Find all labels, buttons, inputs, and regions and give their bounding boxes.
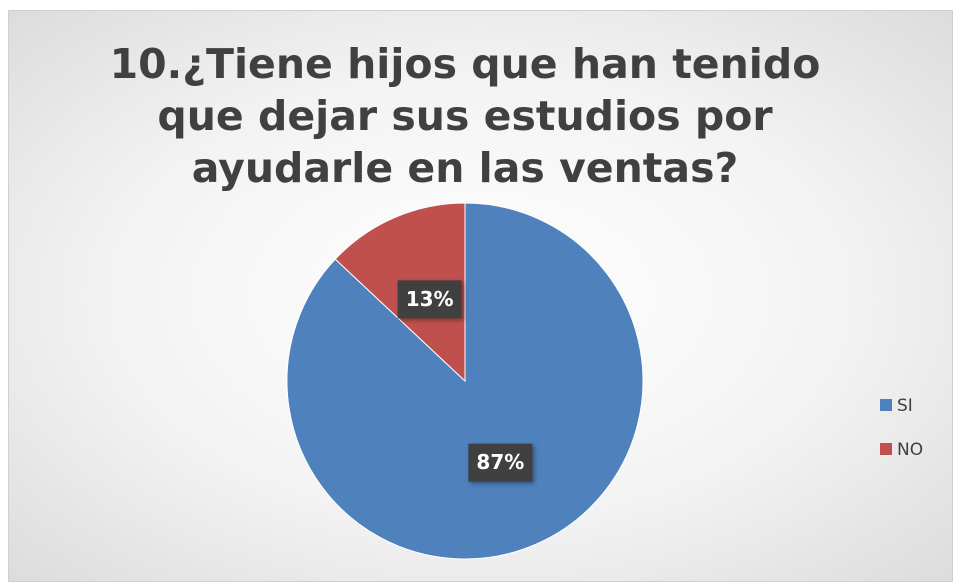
legend-label: SI bbox=[897, 396, 913, 416]
legend-label: NO bbox=[897, 440, 923, 460]
chart-title: 10.¿Tiene hijos que han tenido que dejar… bbox=[109, 40, 821, 192]
data-label-box bbox=[397, 280, 462, 319]
legend-swatch bbox=[880, 399, 892, 411]
data-label-box bbox=[468, 443, 533, 482]
legend-swatch bbox=[880, 443, 892, 455]
data-label: 13% bbox=[406, 287, 454, 311]
pie-slice bbox=[286, 202, 644, 560]
data-label: 87% bbox=[476, 450, 524, 474]
